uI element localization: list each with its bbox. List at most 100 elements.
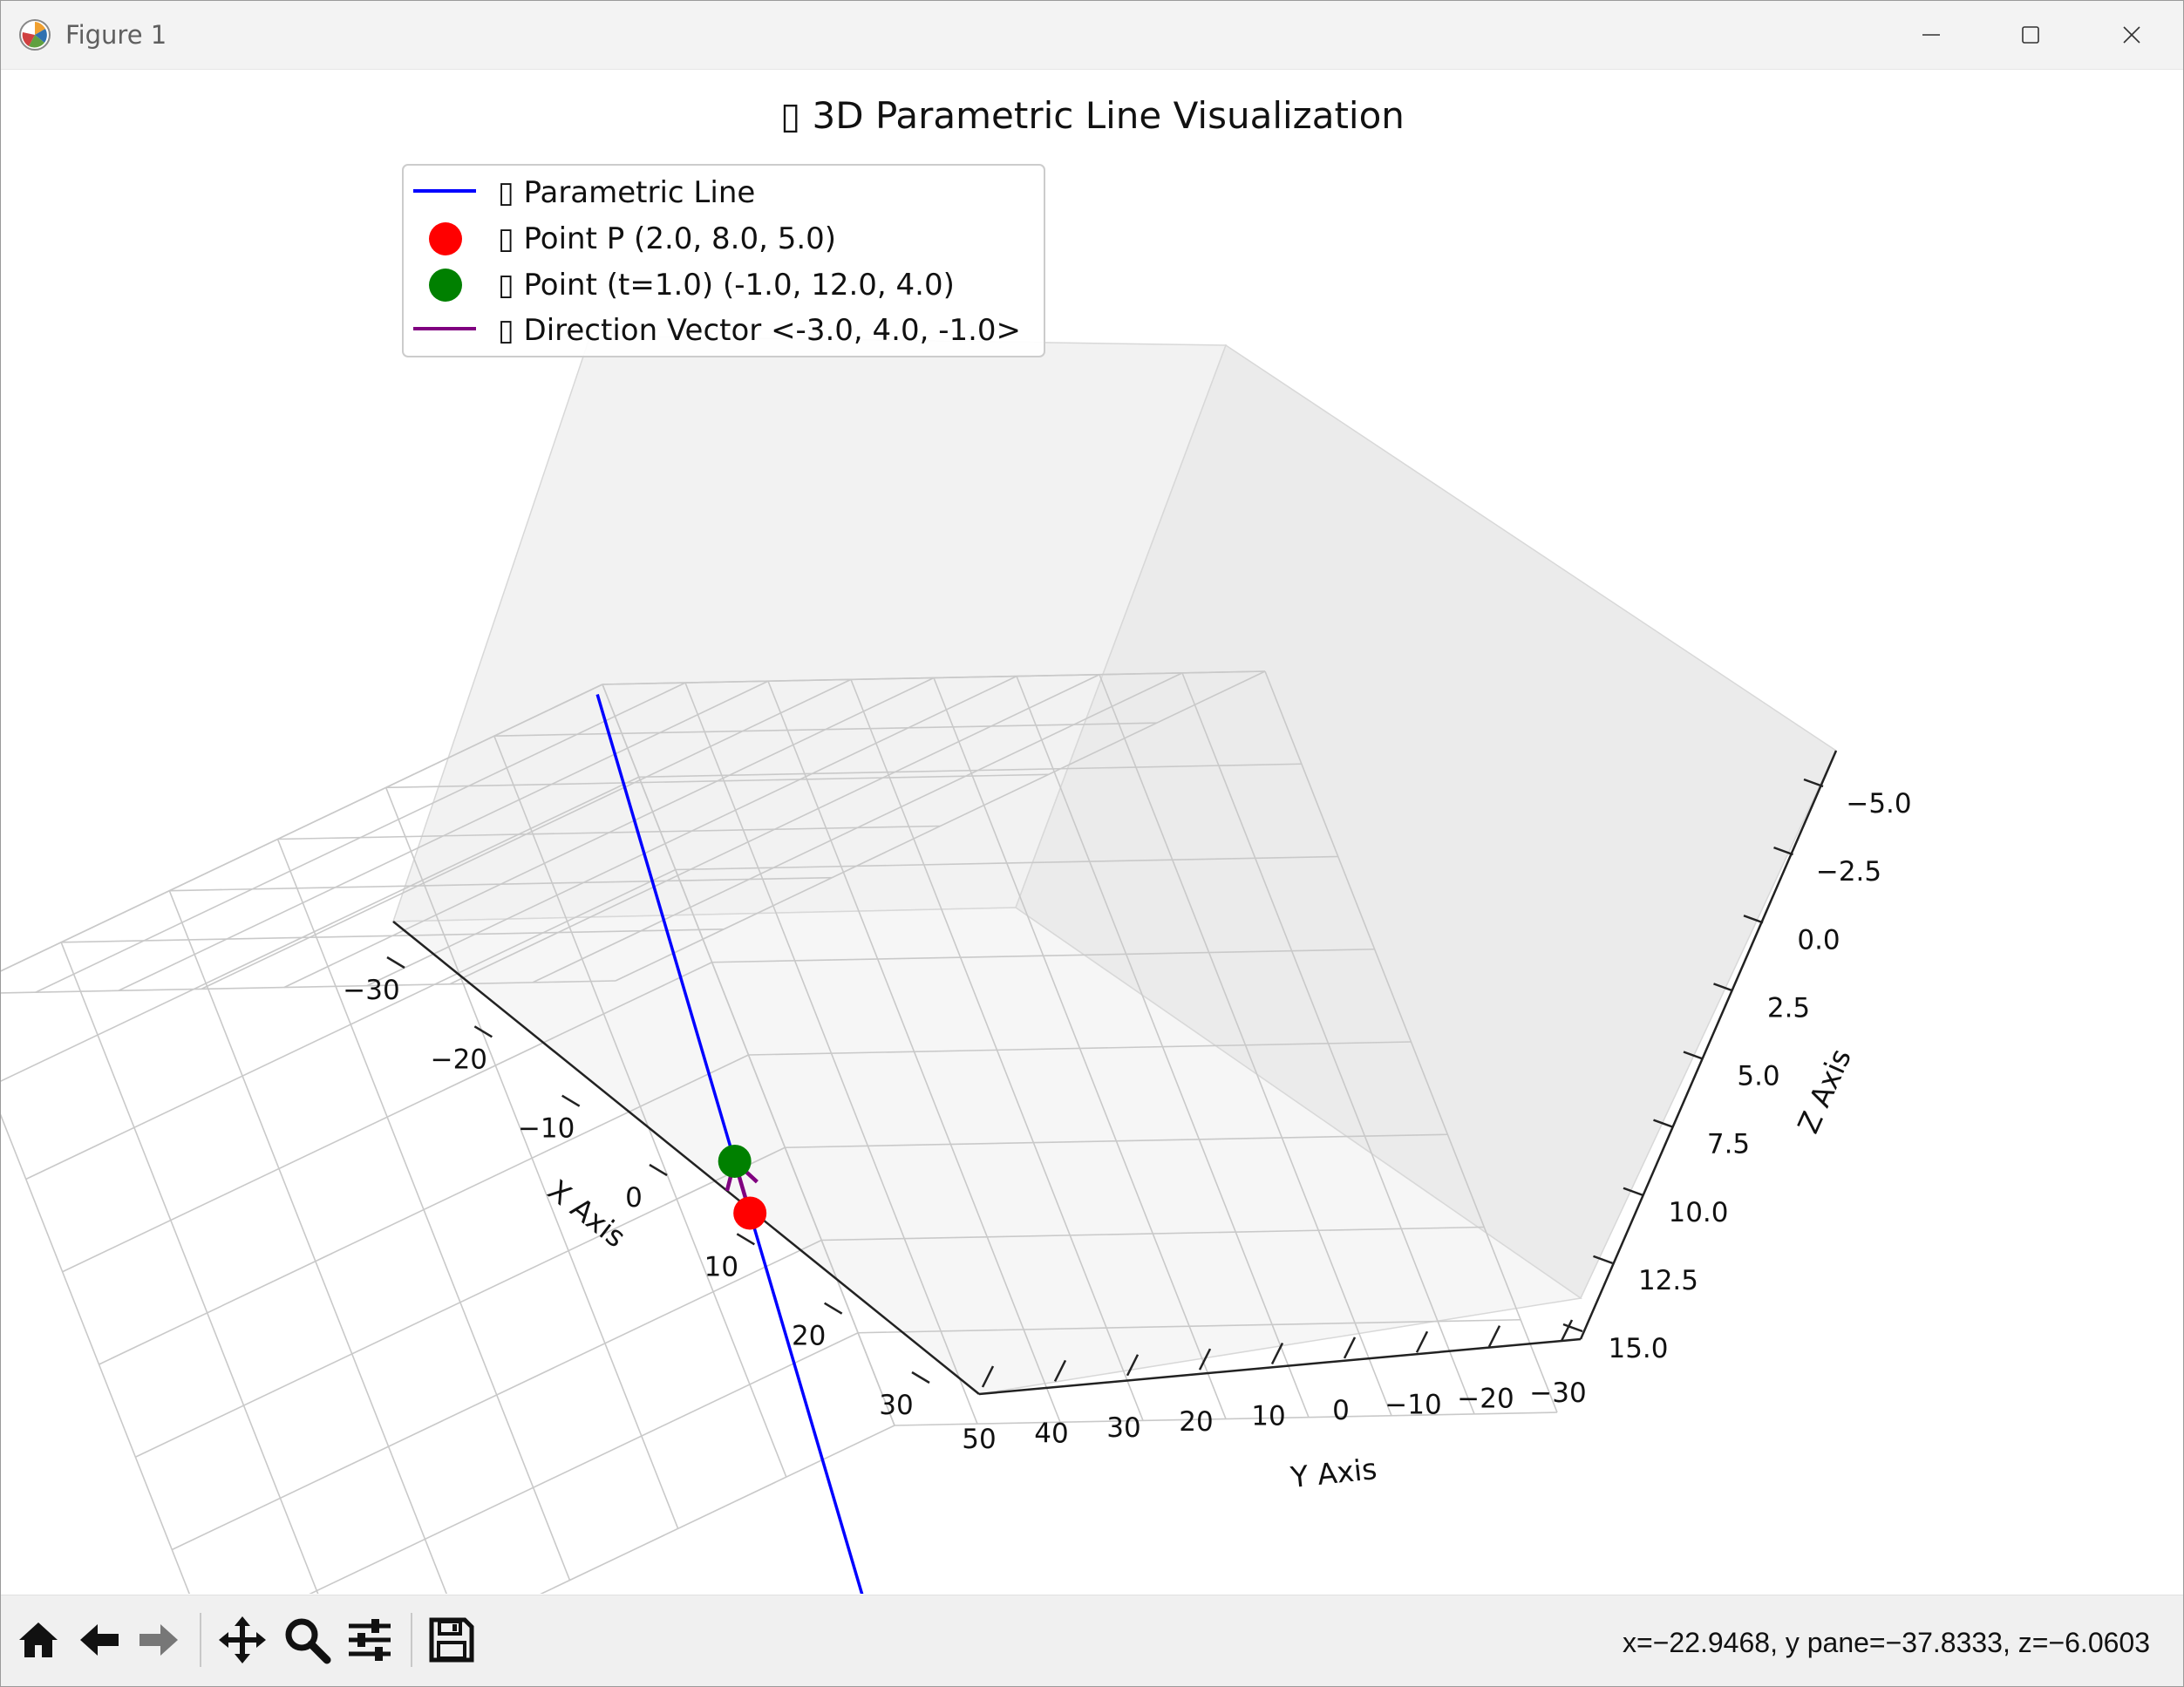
point-t1-marker [718, 1144, 752, 1178]
toolbar-separator [200, 1613, 201, 1667]
x-axis-tick [736, 1233, 755, 1246]
y-axis-tick-label: −10 [1385, 1389, 1441, 1420]
grid-line [345, 1425, 895, 1686]
x-axis-tick-label: 0 [625, 1182, 643, 1214]
z-axis-tick-label: 15.0 [1608, 1333, 1668, 1364]
3d-plot[interactable]: −30 −20 −10 0 10 20 30 50 40 30 20 10 0 −10 −20 −30 −5.0… [1, 70, 2183, 1686]
y-axis-tick [1560, 1319, 1574, 1342]
legend-entry-label: ▯ Parametric Line [498, 175, 755, 210]
title-bar[interactable]: Figure 1 [1, 1, 2183, 70]
legend-entry-label: ▯ Direction Vector <-3.0, 4.0, -1.0> [498, 313, 1021, 348]
save-disk-icon [429, 1617, 474, 1663]
grid-line [785, 1133, 1448, 1149]
z-axis-tick [1713, 983, 1733, 992]
z-axis-tick-label: −5.0 [1846, 788, 1911, 820]
y-axis-tick [1126, 1354, 1140, 1377]
x-axis-tick [649, 1163, 668, 1177]
axis-ticks [386, 778, 1824, 1388]
x-axis-tick [473, 1025, 493, 1038]
grid-line [35, 682, 686, 993]
matplotlib-logo-icon [19, 19, 51, 51]
home-icon [19, 1622, 58, 1657]
grid-line [449, 674, 1100, 985]
toolbar-separator [411, 1613, 412, 1667]
y-axis-spine [978, 1337, 1582, 1396]
z-axis-tick-label: 0.0 [1797, 924, 1840, 956]
grid-line [1, 776, 640, 1082]
grid-line [208, 1332, 859, 1643]
x-axis-tick-label: −20 [431, 1044, 487, 1075]
y-axis-tick-label: 0 [1332, 1395, 1350, 1426]
grid-line [171, 1239, 822, 1551]
z-axis-label: Z Axis [1791, 1044, 1858, 1139]
x-axis-tick [561, 1094, 581, 1107]
grid-line [60, 942, 354, 1684]
zoom-button[interactable] [280, 1611, 334, 1669]
y-axis-tick [1198, 1348, 1212, 1371]
z-axis-tick [1593, 1255, 1613, 1265]
y-axis-tick-label: 50 [962, 1424, 996, 1455]
grid-line [366, 675, 1017, 987]
y-axis-tick-label: −30 [1529, 1377, 1586, 1409]
grid-line [858, 1318, 1521, 1334]
maximize-button[interactable] [1980, 1, 2081, 69]
grid-line [602, 670, 1266, 685]
grid-line [532, 672, 1183, 983]
z-axis-spine [1579, 750, 1838, 1340]
point-p-marker [733, 1196, 767, 1230]
configure-subplots-button[interactable] [343, 1611, 397, 1669]
minimize-button[interactable] [1881, 1, 1982, 69]
plot-canvas[interactable]: −30 −20 −10 0 10 20 30 50 40 30 20 10 0 −10 −20 −30 −5.0… [1, 70, 2183, 1686]
grid-line [168, 890, 463, 1632]
cursor-coordinates-readout: x=−22.9468, y pane=−37.8333, z=−6.0603 [1623, 1627, 2150, 1658]
z-axis-tick [1743, 915, 1764, 924]
back-button[interactable] [72, 1611, 126, 1669]
grid-line [1, 684, 603, 972]
home-button[interactable] [11, 1611, 65, 1669]
figure-title: ▯ 3D Parametric Line Visualization [780, 94, 1405, 137]
legend-box [402, 164, 1045, 357]
pan-button[interactable] [215, 1611, 269, 1669]
grid-line [675, 855, 1338, 871]
grid-lines [1, 670, 1558, 1686]
grid-line [201, 678, 852, 990]
x-axis-tick-label: −30 [343, 975, 399, 1006]
pan-move-icon [219, 1616, 266, 1663]
x-axis-tick-label: 20 [792, 1321, 826, 1352]
y-axis-tick [1343, 1337, 1357, 1359]
grid-line [283, 677, 935, 989]
back-arrow-icon [80, 1624, 119, 1656]
legend: ▯ Parametric Line ▯ Point P (2.0, 8.0, 5… [402, 164, 1045, 357]
grid-line [135, 1146, 786, 1458]
zoom-magnifier-icon [285, 1618, 331, 1664]
axis-tick-labels: −30 −20 −10 0 10 20 30 50 40 30 20 10 0 −10 −20 −30 −5.0… [343, 788, 1911, 1455]
grid-line [615, 670, 1266, 982]
minimize-icon [1922, 34, 1940, 36]
y-axis-tick-label: 10 [1251, 1401, 1285, 1432]
legend-dot-marker [429, 269, 462, 302]
close-icon [2123, 26, 2140, 44]
grid-line [748, 1041, 1412, 1056]
z-axis-tick-label: −2.5 [1816, 856, 1881, 888]
close-button[interactable] [2081, 1, 2182, 69]
z-axis-tick-label: 12.5 [1638, 1265, 1698, 1296]
window-title: Figure 1 [65, 20, 167, 50]
y-axis-tick-label: −20 [1457, 1384, 1514, 1415]
configure-subplots-icon [349, 1619, 391, 1661]
grid-line [711, 948, 1375, 963]
grid-line [62, 962, 712, 1273]
x-axis-tick [911, 1371, 930, 1384]
forward-button[interactable] [132, 1611, 186, 1669]
z-axis-tick-label: 5.0 [1737, 1061, 1779, 1092]
z-axis-tick [1562, 1323, 1583, 1333]
y-axis-tick [1270, 1342, 1284, 1365]
z-axis-tick [1773, 846, 1793, 856]
y-axis-tick [1415, 1330, 1429, 1353]
y-axis-tick [1487, 1325, 1501, 1348]
grid-line [25, 868, 677, 1180]
save-button[interactable] [425, 1611, 479, 1669]
y-axis-tick [981, 1365, 995, 1388]
z-axis-tick-label: 7.5 [1707, 1129, 1750, 1160]
y-axis-tick-label: 40 [1034, 1418, 1068, 1449]
